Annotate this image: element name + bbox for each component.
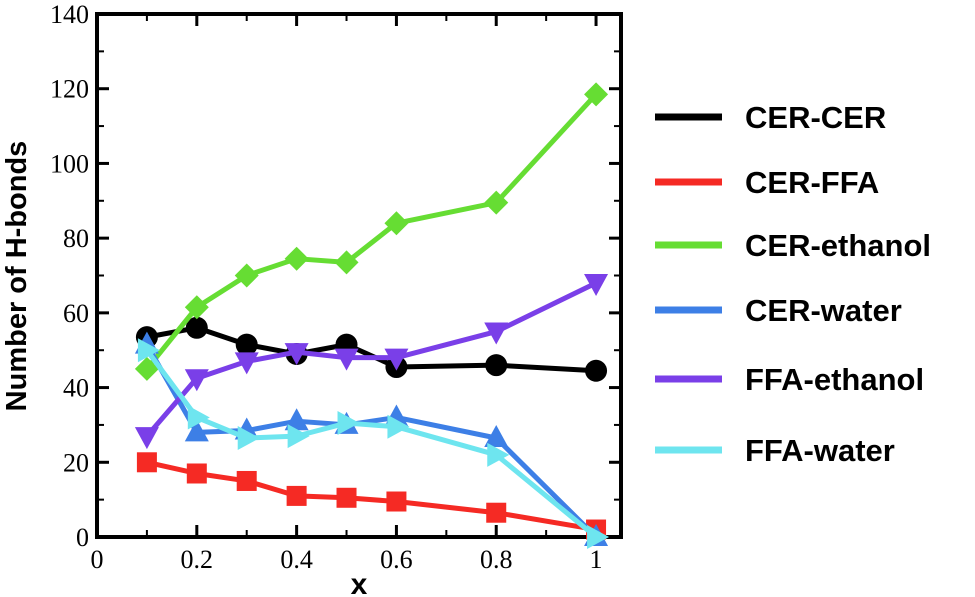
data-point xyxy=(484,322,509,345)
data-point xyxy=(134,356,159,381)
data-point xyxy=(284,343,309,366)
data-point xyxy=(234,352,259,375)
x-axis-title: x xyxy=(351,568,368,597)
y-tick-label: 40 xyxy=(63,374,89,403)
x-tick-label: 0.6 xyxy=(380,545,413,574)
data-point xyxy=(384,211,409,236)
data-point xyxy=(487,442,510,467)
legend-label: CER-ethanol xyxy=(745,228,931,263)
x-tick-label: 0.2 xyxy=(181,545,214,574)
data-point xyxy=(185,316,208,339)
y-tick-label: 100 xyxy=(50,149,89,178)
data-point xyxy=(584,82,609,107)
data-point xyxy=(184,295,209,320)
y-tick-label: 120 xyxy=(50,75,89,104)
data-point xyxy=(234,263,259,288)
data-point xyxy=(384,348,409,371)
data-point xyxy=(186,463,207,484)
y-tick-label: 60 xyxy=(63,299,89,328)
data-point xyxy=(184,369,209,392)
data-point xyxy=(284,246,309,271)
data-point xyxy=(484,190,509,215)
data-point xyxy=(235,333,258,356)
y-tick-label: 0 xyxy=(76,523,89,552)
data-point xyxy=(287,424,310,449)
y-tick-label: 20 xyxy=(63,448,89,477)
data-point xyxy=(286,485,307,506)
legend-label: FFA-water xyxy=(745,433,895,468)
data-point xyxy=(134,427,159,450)
series-layer xyxy=(134,82,610,549)
legend: CER-CER CER-FFA CER-ethanol CER-water FFA-et… xyxy=(655,100,931,468)
series-cer-water xyxy=(134,331,609,546)
series-line xyxy=(144,92,598,371)
series-cer-ethanol xyxy=(134,82,609,381)
data-point xyxy=(387,414,410,439)
data-point xyxy=(336,487,357,508)
data-point xyxy=(187,405,210,430)
series-line xyxy=(144,343,598,539)
data-point xyxy=(237,426,260,451)
series-ffa-ethanol xyxy=(134,273,609,450)
series-line xyxy=(144,348,598,539)
legend-label: CER-FFA xyxy=(745,165,879,200)
plot-frame xyxy=(95,12,623,539)
data-point xyxy=(334,250,359,275)
x-tick-label: 0.4 xyxy=(280,545,313,574)
data-point xyxy=(485,354,508,377)
x-tick-label: 0 xyxy=(91,545,104,574)
x-tick-label: 1 xyxy=(590,545,603,574)
series-cer-ffa xyxy=(136,452,607,540)
data-point xyxy=(386,491,407,512)
data-point xyxy=(137,338,160,363)
legend-label: CER-CER xyxy=(745,100,886,135)
axis-ticks xyxy=(95,12,621,539)
data-point xyxy=(587,525,610,549)
data-point xyxy=(585,359,608,382)
data-point xyxy=(334,348,359,371)
legend-label: FFA-ethanol xyxy=(745,362,924,397)
data-point xyxy=(337,411,360,436)
series-line xyxy=(146,325,597,374)
data-point xyxy=(236,470,257,491)
data-point xyxy=(184,419,209,442)
legend-label: CER-water xyxy=(745,293,902,328)
y-axis-title: Number of H-bonds xyxy=(1,141,33,412)
x-tick-label: 0.8 xyxy=(480,545,513,574)
series-ffa-water xyxy=(137,338,610,549)
data-point xyxy=(486,502,507,523)
data-point xyxy=(584,273,609,296)
y-tick-label: 80 xyxy=(63,224,89,253)
tick-labels: 0 20 40 60 80 100 120 140 0 0.2 0.4 0.6 0.8 1 xyxy=(50,0,603,574)
y-tick-label: 140 xyxy=(50,0,89,29)
series-line xyxy=(145,280,598,438)
data-point xyxy=(284,408,309,431)
data-point xyxy=(484,425,509,448)
data-point xyxy=(136,452,157,473)
